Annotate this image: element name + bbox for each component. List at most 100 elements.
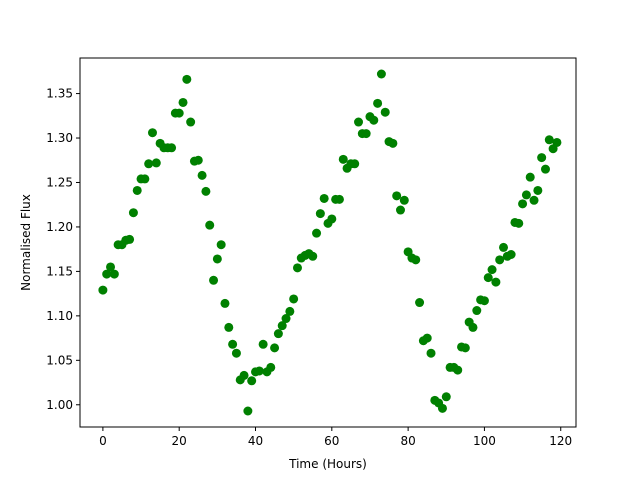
data-point xyxy=(380,107,390,117)
data-point xyxy=(106,262,116,272)
data-point xyxy=(525,172,535,182)
data-point xyxy=(292,263,302,273)
data-point xyxy=(254,366,264,376)
data-point xyxy=(411,255,421,265)
data-point xyxy=(125,234,135,244)
data-point xyxy=(437,403,447,413)
y-tick-label: 1.35 xyxy=(46,87,73,101)
data-point xyxy=(209,275,219,285)
data-point xyxy=(109,269,119,279)
data-point xyxy=(319,193,329,203)
data-point xyxy=(277,321,287,331)
data-point xyxy=(399,195,409,205)
data-point xyxy=(395,205,405,215)
data-point xyxy=(373,98,383,108)
data-point xyxy=(285,306,295,316)
data-point xyxy=(495,255,505,265)
data-point xyxy=(472,306,482,316)
data-point xyxy=(289,294,299,304)
data-point xyxy=(327,214,337,224)
y-tick-label: 1.30 xyxy=(46,131,73,145)
data-point xyxy=(197,170,207,180)
data-point xyxy=(415,298,425,308)
data-point xyxy=(228,339,238,349)
data-point xyxy=(174,108,184,118)
data-points xyxy=(98,69,562,416)
x-tick-label: 100 xyxy=(473,434,496,448)
data-point xyxy=(212,254,222,264)
data-point xyxy=(178,97,188,107)
y-tick-label: 1.10 xyxy=(46,309,73,323)
data-point xyxy=(487,265,497,275)
data-point xyxy=(102,269,112,279)
data-point xyxy=(147,128,157,138)
data-point xyxy=(220,298,230,308)
data-point xyxy=(499,242,509,252)
data-point xyxy=(247,376,257,386)
data-point xyxy=(273,329,283,339)
data-point xyxy=(483,273,493,283)
data-point xyxy=(132,185,142,195)
data-point xyxy=(369,115,379,125)
x-axis-ticks: 0 20 40 60 80 100 120 xyxy=(99,427,572,448)
data-point xyxy=(334,194,344,204)
data-point xyxy=(98,285,108,295)
data-point xyxy=(422,333,432,343)
data-point xyxy=(231,348,241,358)
data-point xyxy=(354,117,364,127)
data-point xyxy=(552,137,562,147)
data-point xyxy=(266,362,276,372)
plot-frame xyxy=(79,57,577,428)
y-axis-ticks: 1.00 1.05 1.10 1.15 1.20 1.25 1.30 1.35 xyxy=(46,87,80,412)
data-point xyxy=(258,339,268,349)
y-tick-label: 1.15 xyxy=(46,264,73,278)
data-point xyxy=(361,129,371,139)
data-point xyxy=(533,185,543,195)
data-point xyxy=(243,406,253,416)
data-point xyxy=(479,296,489,306)
data-point xyxy=(216,240,226,250)
data-point xyxy=(167,143,177,153)
data-point xyxy=(514,218,524,228)
data-point xyxy=(518,199,528,209)
data-point xyxy=(388,138,398,148)
data-point xyxy=(350,159,360,169)
data-point xyxy=(224,322,234,332)
data-point xyxy=(205,220,215,230)
data-point xyxy=(491,277,501,287)
data-point xyxy=(537,153,547,163)
x-tick-label: 40 xyxy=(248,434,263,448)
y-tick-label: 1.20 xyxy=(46,220,73,234)
x-axis-label: Time (Hours) xyxy=(288,457,367,471)
x-tick-label: 60 xyxy=(324,434,339,448)
data-point xyxy=(376,69,386,79)
data-point xyxy=(521,190,531,200)
data-point xyxy=(140,174,150,184)
data-point xyxy=(315,209,325,219)
data-point xyxy=(392,191,402,201)
data-point xyxy=(308,251,318,261)
data-point xyxy=(468,322,478,332)
data-point xyxy=(128,208,138,218)
x-tick-label: 0 xyxy=(99,434,107,448)
data-point xyxy=(544,135,554,145)
y-axis-label: Normalised Flux xyxy=(19,194,33,291)
data-point xyxy=(270,343,280,353)
data-point xyxy=(151,158,161,168)
data-point xyxy=(441,392,451,402)
y-tick-label: 1.25 xyxy=(46,175,73,189)
data-point xyxy=(144,159,154,169)
data-point xyxy=(281,314,291,324)
data-point xyxy=(529,195,539,205)
data-point xyxy=(426,348,436,358)
y-tick-label: 1.00 xyxy=(46,398,73,412)
data-point xyxy=(460,343,470,353)
y-tick-label: 1.05 xyxy=(46,353,73,367)
data-point xyxy=(338,154,348,164)
data-point xyxy=(506,250,516,259)
data-point xyxy=(540,164,550,174)
x-tick-label: 20 xyxy=(172,434,187,448)
data-point xyxy=(182,74,192,84)
